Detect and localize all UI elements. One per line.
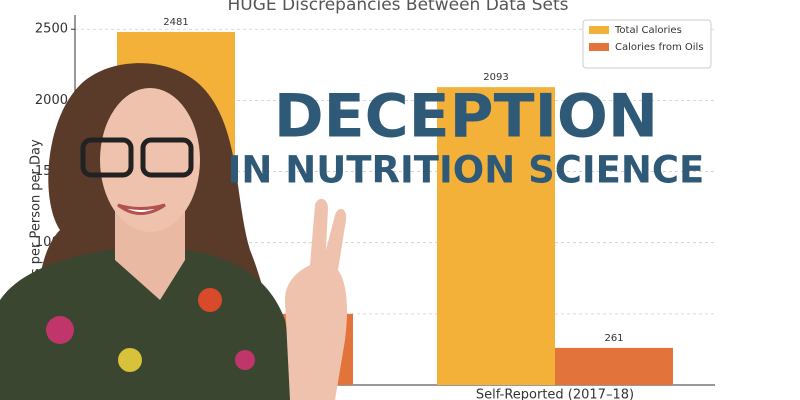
legend-swatch bbox=[589, 43, 609, 51]
subheadline: IN NUTRITION SCIENCE bbox=[228, 149, 705, 192]
bar bbox=[437, 87, 555, 386]
y-tick-label: 2500 bbox=[35, 22, 68, 37]
shirt-flower bbox=[118, 348, 142, 372]
face bbox=[100, 88, 200, 232]
shirt-flower bbox=[46, 316, 74, 344]
bar bbox=[555, 347, 673, 385]
person bbox=[0, 63, 348, 400]
glasses bbox=[140, 137, 194, 178]
value-label: 261 bbox=[604, 333, 623, 344]
glasses bbox=[80, 137, 134, 178]
chart-title: HUGE Discrepancies Between Data Sets bbox=[228, 0, 569, 15]
shirt bbox=[0, 250, 300, 400]
legend-label: Total Calories bbox=[614, 25, 682, 36]
shirt-flower bbox=[235, 350, 255, 370]
legend-swatch bbox=[589, 26, 609, 34]
shirt-flower bbox=[198, 288, 222, 312]
hand bbox=[285, 198, 348, 400]
legend-label: Calories from Oils bbox=[615, 42, 704, 53]
headline: DECEPTION bbox=[274, 82, 658, 152]
value-label: 2481 bbox=[163, 17, 188, 28]
value-label: 2093 bbox=[483, 72, 508, 83]
y-tick-label: 2000 bbox=[35, 93, 68, 108]
legend-box bbox=[582, 19, 712, 69]
mouth bbox=[117, 203, 166, 215]
x-tick-label: Self-Reported (2017–18) bbox=[476, 388, 634, 400]
